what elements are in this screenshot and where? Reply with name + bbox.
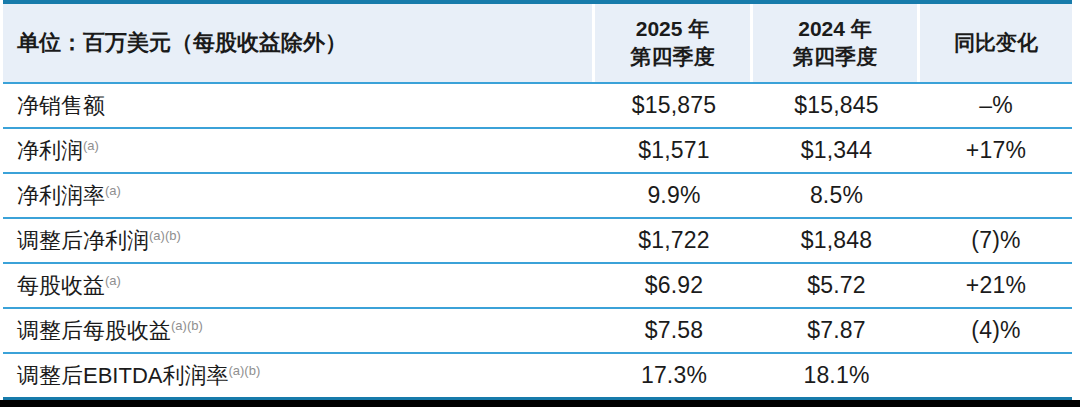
yoy-value: –% — [920, 92, 1072, 119]
value-2025: $6.92 — [595, 272, 753, 299]
value-2025: 9.9% — [595, 182, 753, 209]
value-2024: $7.87 — [753, 317, 920, 344]
value-2025: $1,722 — [595, 227, 753, 254]
header-2025-line1: 2025 年 — [636, 17, 710, 40]
value-2024: $1,848 — [753, 227, 920, 254]
yoy-value: (4)% — [920, 317, 1072, 344]
row-label: 净利润(a) — [3, 136, 595, 166]
footnote-marker: (a) — [105, 272, 121, 287]
value-2024: 8.5% — [753, 182, 920, 209]
column-header-2024-q4: 2024 年第四季度 — [753, 4, 920, 82]
financial-results-table-page: 单位：百万美元（每股收益除外） 2025 年第四季度 2024 年第四季度 同比… — [0, 0, 1080, 407]
value-2024: $5.72 — [753, 272, 920, 299]
footnote-marker: (a)(b) — [149, 227, 181, 242]
header-2024-line2: 第四季度 — [793, 45, 877, 68]
row-label: 净销售额 — [3, 91, 595, 121]
yoy-value: +21% — [920, 272, 1072, 299]
table-row: 调整后每股收益(a)(b) $7.58 $7.87 (4)% — [3, 309, 1072, 354]
table-row: 每股收益(a) $6.92 $5.72 +21% — [3, 264, 1072, 309]
yoy-header-label: 同比变化 — [954, 29, 1038, 57]
value-2025: $1,571 — [595, 137, 753, 164]
row-label: 调整后净利润(a)(b) — [3, 226, 595, 256]
value-2025: $15,875 — [595, 92, 753, 119]
value-2024: $15,845 — [753, 92, 920, 119]
footnote-marker: (a)(b) — [228, 362, 260, 377]
footnote-marker: (a)(b) — [171, 317, 203, 332]
row-label: 净利润率(a) — [3, 181, 595, 211]
footnote-marker: (a) — [105, 182, 121, 197]
table-row: 净销售额 $15,875 $15,845 –% — [3, 84, 1072, 129]
value-2025: $7.58 — [595, 317, 753, 344]
footnote-marker: (a) — [83, 137, 99, 152]
value-2024: 18.1% — [753, 362, 920, 389]
table-header-row: 单位：百万美元（每股收益除外） 2025 年第四季度 2024 年第四季度 同比… — [3, 4, 1072, 82]
unit-label: 单位：百万美元（每股收益除外） — [17, 28, 347, 58]
header-2025-line2: 第四季度 — [631, 45, 715, 68]
column-header-yoy: 同比变化 — [920, 4, 1072, 82]
table-row: 净利润率(a) 9.9% 8.5% — [3, 174, 1072, 219]
results-table: 单位：百万美元（每股收益除外） 2025 年第四季度 2024 年第四季度 同比… — [3, 0, 1072, 400]
row-label: 调整后EBITDA利润率(a)(b) — [3, 361, 595, 391]
bottom-black-bar — [0, 400, 1080, 407]
yoy-value: +17% — [920, 137, 1072, 164]
value-2025: 17.3% — [595, 362, 753, 389]
value-2024: $1,344 — [753, 137, 920, 164]
header-2024-line1: 2024 年 — [798, 17, 872, 40]
table-row: 净利润(a) $1,571 $1,344 +17% — [3, 129, 1072, 174]
column-header-2025-q4: 2025 年第四季度 — [595, 4, 753, 82]
table-row: 调整后EBITDA利润率(a)(b) 17.3% 18.1% — [3, 354, 1072, 397]
yoy-value: (7)% — [920, 227, 1072, 254]
column-header-unit: 单位：百万美元（每股收益除外） — [3, 4, 595, 82]
row-label: 调整后每股收益(a)(b) — [3, 316, 595, 346]
row-label: 每股收益(a) — [3, 271, 595, 301]
table-row: 调整后净利润(a)(b) $1,722 $1,848 (7)% — [3, 219, 1072, 264]
